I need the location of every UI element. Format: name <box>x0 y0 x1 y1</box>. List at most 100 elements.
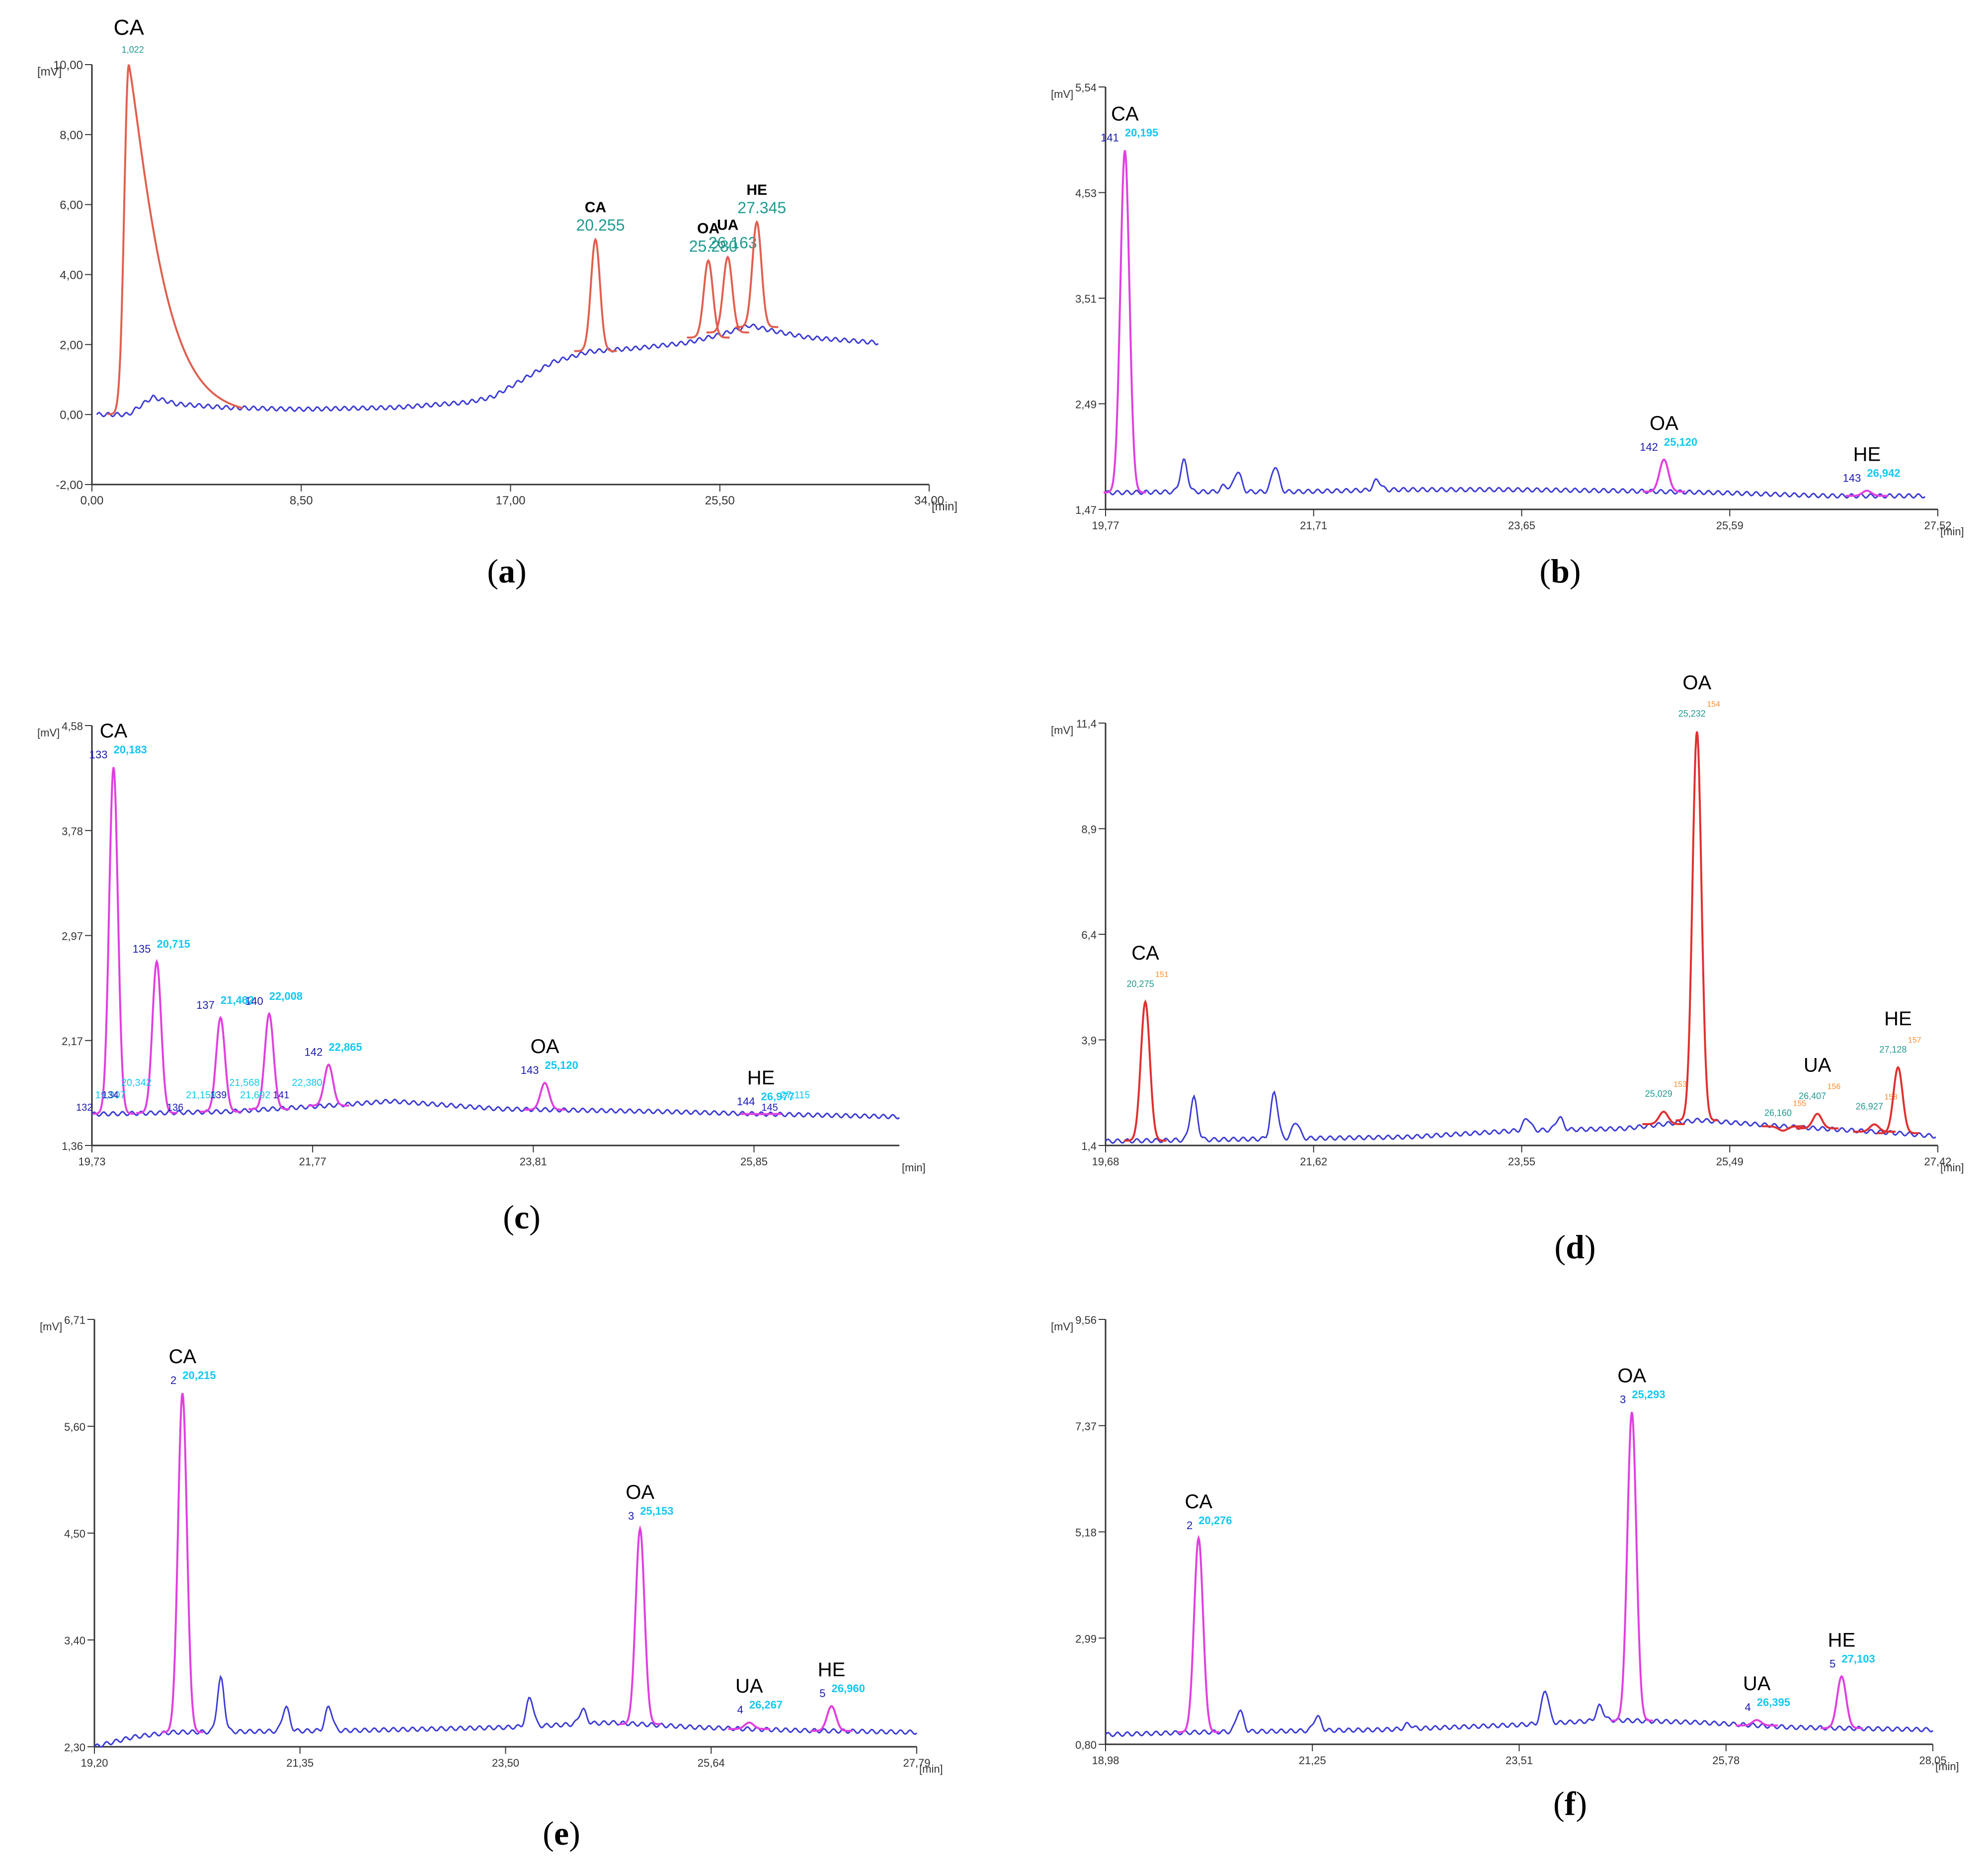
chart-e-peak-rt-0: 20,215 <box>182 1369 216 1382</box>
chart-c-peak-name-5: OA <box>531 1036 559 1058</box>
chart-c-minor-rt-4: 21,692 <box>240 1090 270 1101</box>
chart-b-x-tick-label: 23,65 <box>1508 519 1535 532</box>
chart-d-peak-name-6: HE <box>1884 1008 1912 1030</box>
chart-c-peak-name-6: HE <box>747 1067 775 1089</box>
chart-a-peak-4 <box>735 220 779 328</box>
chart-b-peak-name-0: CA <box>1111 103 1139 125</box>
chart-c-y-tick-label: 4,58 <box>62 720 83 733</box>
chart-d-peak-6 <box>1877 1065 1919 1135</box>
chart-e-peak-num-1: 3 <box>628 1510 634 1522</box>
chart-a-y-unit: [mV] <box>37 65 62 79</box>
panel-label-a: (a) <box>487 552 527 590</box>
chart-c-peak-num-6: 144 <box>737 1095 755 1108</box>
chart-f-peak-1 <box>1610 1412 1653 1722</box>
chart-a-peak-0 <box>107 64 243 415</box>
chart-c-y-tick-label: 2,17 <box>62 1035 83 1048</box>
chart-c-peak-rt-3: 22,008 <box>269 990 303 1002</box>
chart-c-peak-rt-6: 26,977 <box>761 1090 795 1103</box>
chart-f-peak-num-0: 2 <box>1187 1519 1193 1532</box>
chart-f-peak-rt-2: 26,395 <box>1757 1696 1790 1709</box>
chart-e-peak-0 <box>161 1392 204 1733</box>
chart-d-y-tick-label: 8,9 <box>1081 823 1097 836</box>
chart-c-peak-num-3: 140 <box>245 995 263 1007</box>
chart-a-peak-rt-4: 27.345 <box>737 199 786 217</box>
chart-c-peak-num-2: 137 <box>196 999 215 1011</box>
panel-label-f: (f) <box>1553 1785 1587 1822</box>
chart-d-peak-2 <box>1675 731 1718 1122</box>
chart-d-peak-1 <box>1642 1110 1685 1125</box>
chart-c-peak-num-5: 143 <box>521 1064 539 1076</box>
chart-c-minor-num-0: 132 <box>76 1102 92 1113</box>
chart-b-peak-2 <box>1845 489 1889 497</box>
chart-f-x-tick-label: 21,25 <box>1299 1754 1326 1767</box>
chart-d-peak-5 <box>1853 1123 1896 1133</box>
chart-f-y-tick-label: 7,37 <box>1075 1420 1097 1433</box>
chart-a-x-tick-label: 8,50 <box>290 494 313 507</box>
chart-c-x-tick-label: 19,73 <box>78 1155 105 1168</box>
chart-d-x-tick-label: 19,68 <box>1092 1155 1119 1168</box>
chart-a-peak-rt-2: 25.280 <box>689 237 738 255</box>
chart-b-peak-rt-2: 26,942 <box>1867 467 1900 479</box>
chart-d-peak-num-4: 156 <box>1828 1082 1841 1091</box>
chart-b-peak-rt-1: 25,120 <box>1664 436 1697 448</box>
chart-d-peak-rt-4: 26,407 <box>1799 1091 1826 1101</box>
chart-a-x-unit: [min] <box>932 500 957 513</box>
panel-label-c: (c) <box>503 1198 541 1236</box>
chart-c-minor-num-5: 141 <box>273 1090 289 1101</box>
chart-e-peak-name-1: OA <box>626 1481 654 1503</box>
chart-a-peak-name-4: HE <box>746 182 767 198</box>
chart-a-peak-name-0: CA <box>114 15 145 40</box>
chart-e-peak-rt-3: 26,960 <box>832 1682 865 1695</box>
chart-c-peak-num-0: 133 <box>89 748 108 761</box>
chart-e-x-tick-label: 27,79 <box>903 1757 930 1769</box>
chart-b-peak-num-2: 143 <box>1843 472 1861 484</box>
chart-c-y-unit: [mV] <box>37 727 60 739</box>
chart-c-peak-3 <box>248 1012 290 1110</box>
chart-f-peak-rt-1: 25,293 <box>1632 1388 1665 1400</box>
chart-e-x-unit: [min] <box>919 1763 943 1775</box>
chart-e-y-tick-label: 6,71 <box>64 1314 85 1326</box>
chart-e-peak-1 <box>619 1525 661 1725</box>
chart-e-y-unit: [mV] <box>40 1320 62 1333</box>
chart-b-x-unit: [min] <box>1940 525 1964 538</box>
chart-d-peak-0 <box>1124 999 1167 1142</box>
chart-c-baseline-trace <box>91 1098 900 1120</box>
chart-b-x-tick-label: 25,59 <box>1716 519 1744 532</box>
chart-a-peak-rt-0: 1,022 <box>122 45 144 55</box>
chart-a-peak-name-1: CA <box>585 199 606 216</box>
chart-a-peak-name-2: OA <box>697 220 719 237</box>
chart-d-peak-rt-2: 25,232 <box>1678 709 1706 719</box>
chart-d-peak-rt-1: 25,029 <box>1645 1089 1672 1099</box>
chart-c-minor-rt-5: 22,380 <box>292 1077 322 1088</box>
chart-f-peak-0 <box>1177 1535 1220 1733</box>
chart-a-peak-3 <box>706 255 749 333</box>
chart-d-x-tick-label: 23,55 <box>1508 1155 1535 1168</box>
chart-f-peak-num-1: 3 <box>1620 1393 1626 1405</box>
chart-f-x-tick-label: 28,05 <box>1919 1754 1946 1767</box>
chart-f-peak-name-3: HE <box>1828 1629 1856 1651</box>
chart-b-y-tick-label: 2,49 <box>1075 399 1097 411</box>
chart-c-minor-num-6: 145 <box>761 1102 778 1113</box>
chart-a-peak-rt-3: 26.163 <box>709 234 757 251</box>
chart-b-peak-num-0: 141 <box>1101 131 1119 144</box>
chart-e-peak-num-2: 4 <box>737 1704 743 1716</box>
chart-c-minor-rt-1: 20,342 <box>121 1077 152 1088</box>
chart-c-minor-rt-6: 27,115 <box>781 1090 810 1101</box>
chart-f-peak-num-2: 4 <box>1745 1701 1750 1713</box>
chart-b-x-tick-label: 19,77 <box>1092 519 1119 532</box>
chart-e-y-tick-label: 2,30 <box>64 1741 85 1754</box>
chart-d-x-unit: [min] <box>1940 1161 1964 1174</box>
chart-e-y-tick-label: 3,40 <box>64 1634 85 1647</box>
chart-c-y-tick-label: 3,78 <box>62 825 83 837</box>
chart-a-y-tick-label: 4,00 <box>60 269 83 282</box>
chart-c-minor-num-1: 134 <box>102 1090 118 1101</box>
chart-c-peak-name-0: CA <box>100 720 128 742</box>
chart-c-minor-num-3: 139 <box>210 1090 227 1101</box>
chart-f-baseline-trace <box>1105 1690 1933 1737</box>
chart-d-peak-num-6: 157 <box>1908 1036 1921 1045</box>
chart-f-peak-name-1: OA <box>1617 1365 1646 1386</box>
chart-b-baseline-trace <box>1105 458 1926 499</box>
chart-c-peak-0 <box>93 767 134 1115</box>
chart-b-peak-name-2: HE <box>1853 443 1881 465</box>
chart-f-peak-rt-0: 20,276 <box>1198 1514 1232 1527</box>
